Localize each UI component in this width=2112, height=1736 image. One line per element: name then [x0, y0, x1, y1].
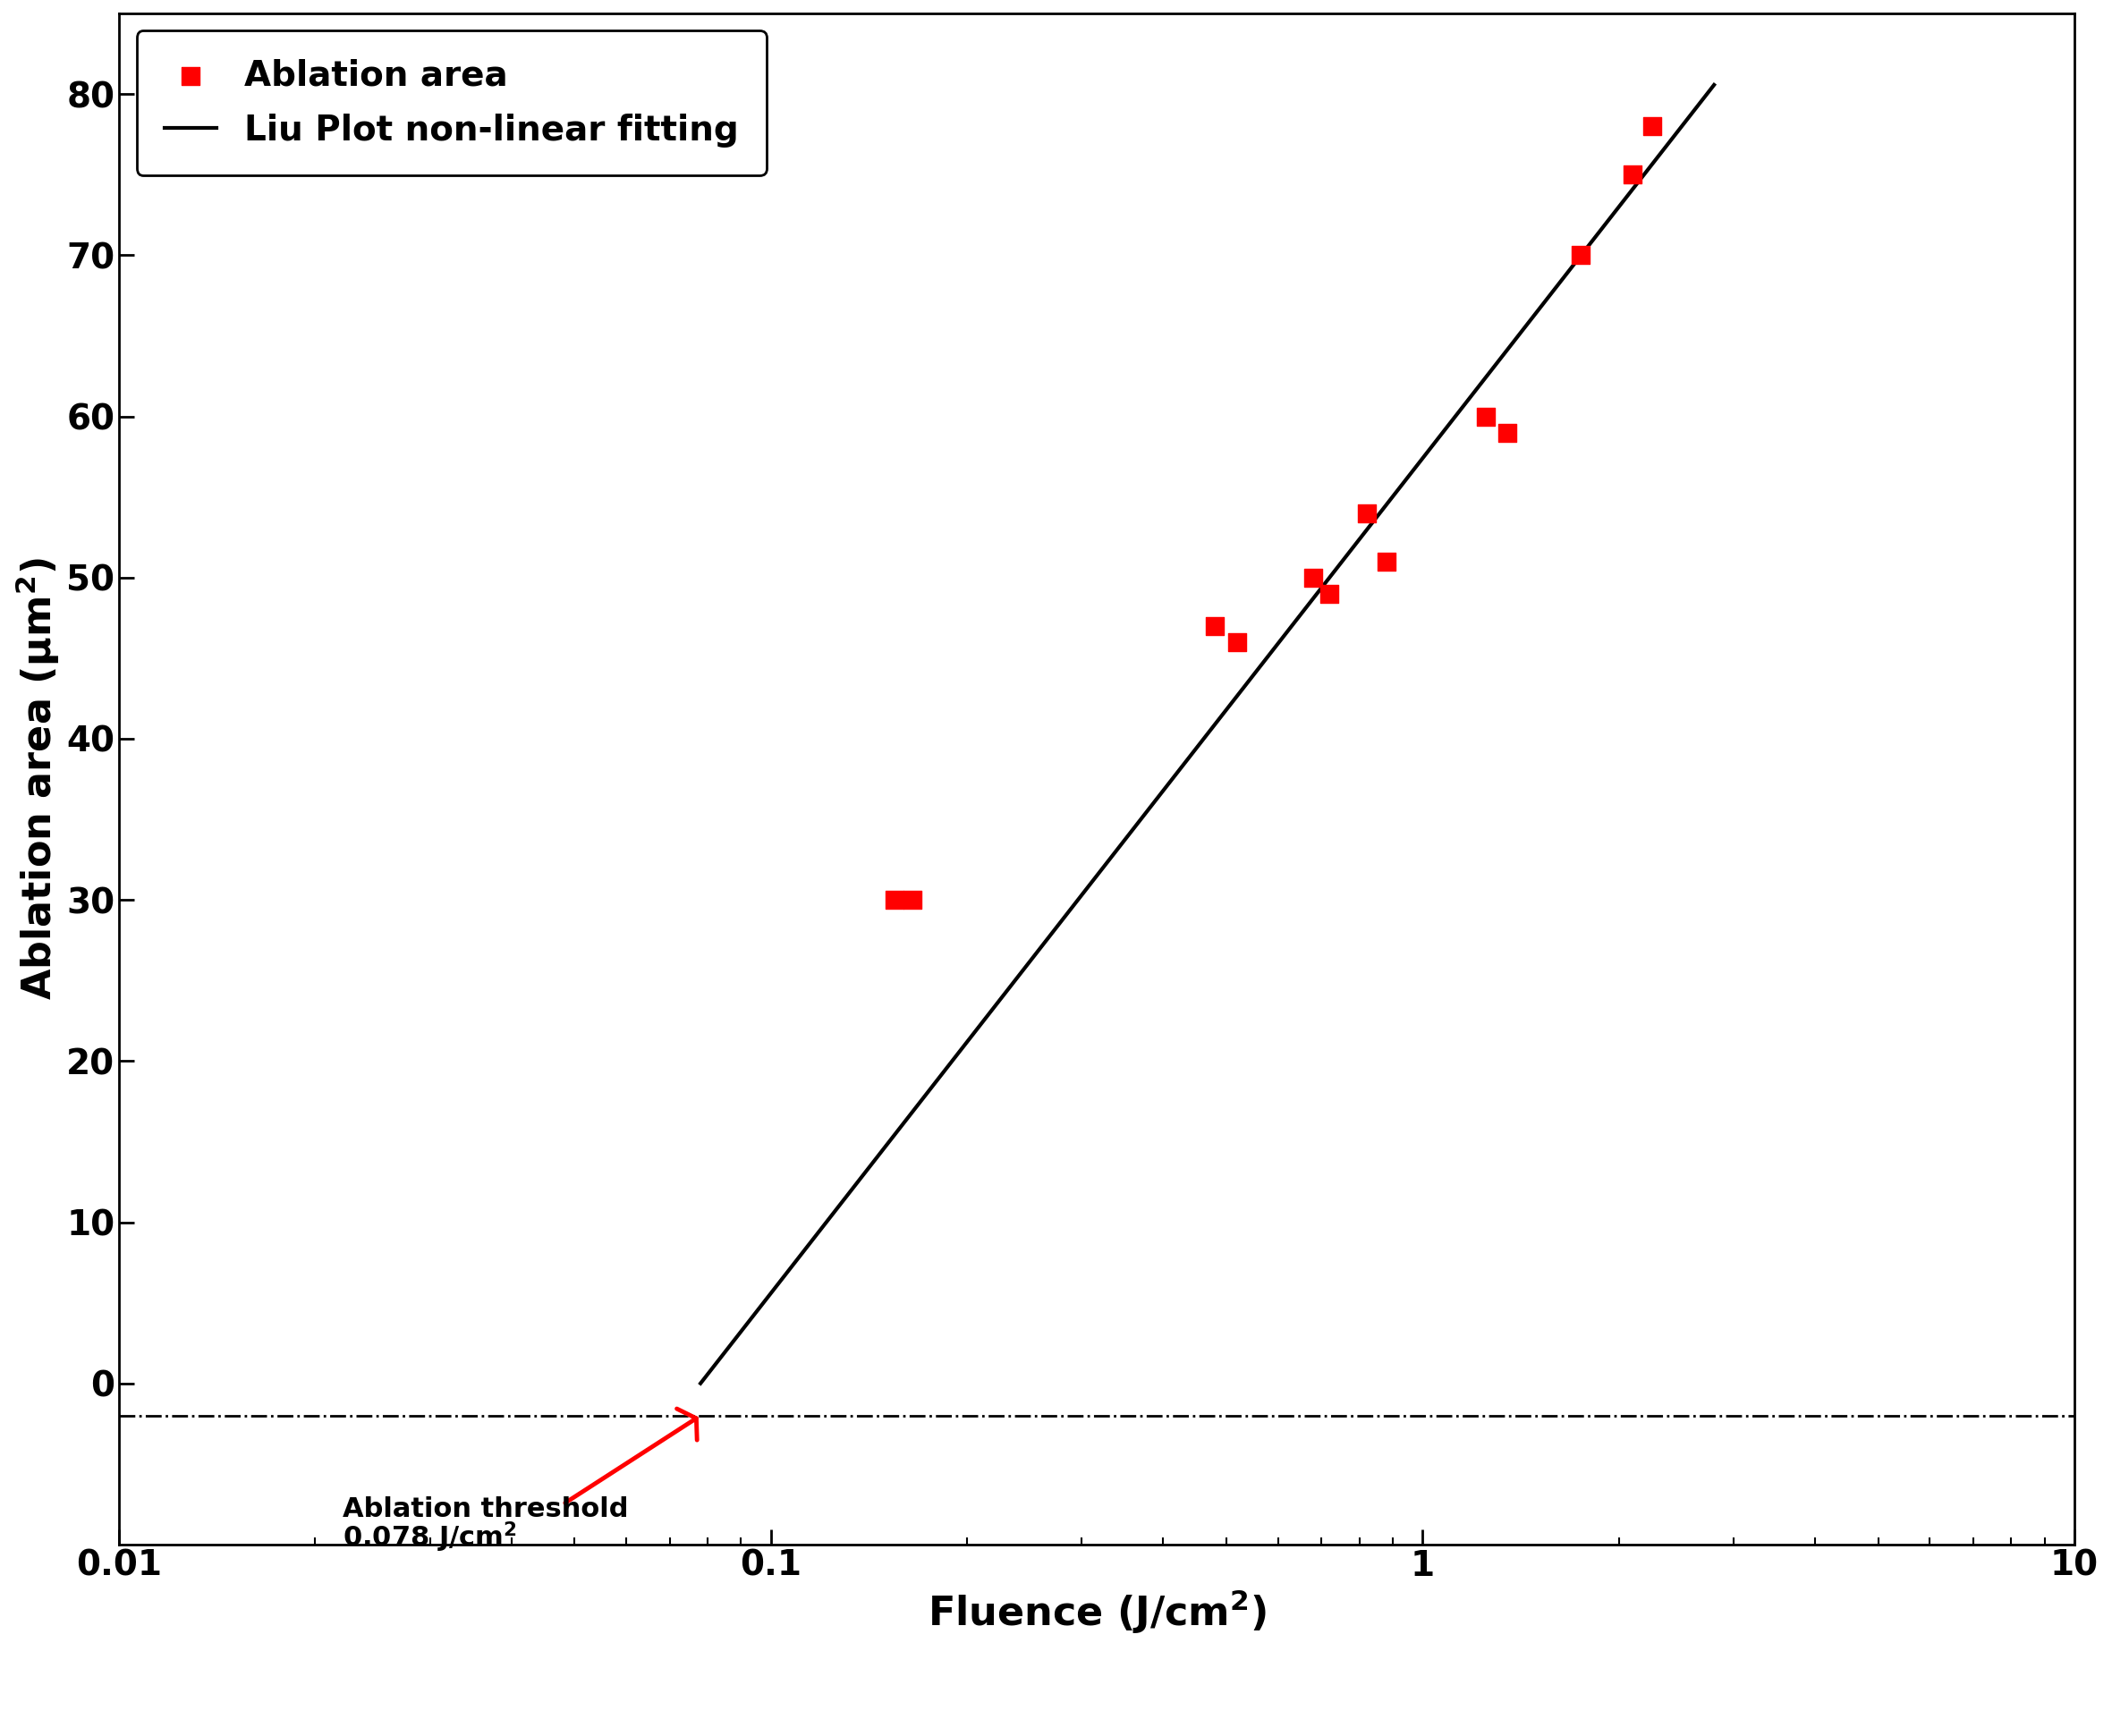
Text: 0.078 J/cm$^2$: 0.078 J/cm$^2$: [342, 1521, 517, 1555]
Liu Plot non-linear fitting: [689, 1373, 714, 1394]
Ablation area: [879, 885, 912, 913]
Ablation area: [1198, 613, 1231, 641]
Ablation area: [1468, 403, 1502, 431]
Ablation area: [1635, 113, 1668, 141]
Liu Plot non-linear fitting: [1702, 75, 1728, 95]
Ablation area: [895, 885, 929, 913]
Liu Plot non-linear fitting: [1542, 278, 1567, 299]
Y-axis label: Ablation area (μm$^2$): Ablation area (μm$^2$): [13, 557, 61, 1000]
Ablation area: [1297, 564, 1331, 592]
X-axis label: Fluence (J/cm$^2$): Fluence (J/cm$^2$): [927, 1588, 1267, 1635]
Ablation area: [1221, 628, 1255, 656]
Ablation area: [1350, 500, 1383, 528]
Liu Plot non-linear fitting: [691, 1368, 716, 1389]
Ablation area: [1369, 547, 1402, 575]
Ablation area: [1616, 161, 1649, 189]
Line: Liu Plot non-linear fitting: Liu Plot non-linear fitting: [701, 85, 1715, 1384]
Liu Plot non-linear fitting: [1307, 578, 1333, 599]
Liu Plot non-linear fitting: [1290, 601, 1316, 621]
Ablation area: [1491, 418, 1525, 446]
Liu Plot non-linear fitting: [1288, 604, 1314, 625]
Liu Plot non-linear fitting: [1607, 196, 1633, 217]
Legend: Ablation area, Liu Plot non-linear fitting: Ablation area, Liu Plot non-linear fitti…: [137, 31, 767, 175]
Text: Ablation threshold: Ablation threshold: [342, 1496, 627, 1522]
Ablation area: [1314, 580, 1347, 608]
Ablation area: [1565, 241, 1599, 269]
